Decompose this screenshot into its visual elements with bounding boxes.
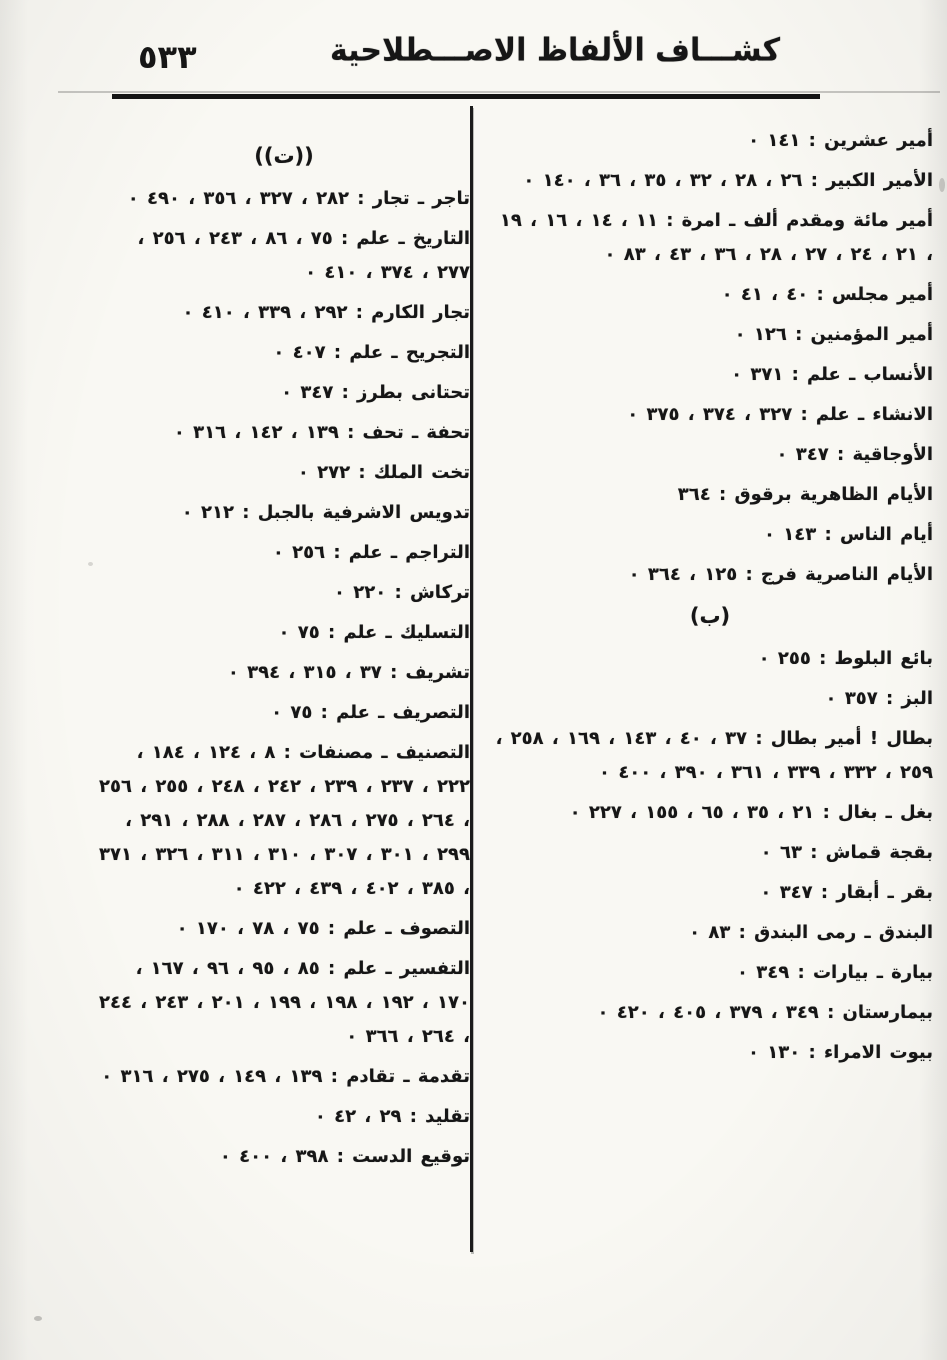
index-entry: بائع البلوط : ٢٥٥ ٠	[758, 648, 933, 669]
index-entry: تشريف : ٣٧ ، ٣١٥ ، ٣٩٤ ٠	[227, 662, 470, 683]
index-entry: تحتانى بطرز : ٣٤٧ ٠	[281, 382, 470, 403]
index-entry: أيام الناس : ١٤٣ ٠	[763, 524, 933, 545]
index-entry: بيوت الامراء : ١٣٠ ٠	[747, 1042, 933, 1063]
index-entry: الأيام الناصرية فرج : ١٢٥ ، ٣٦٤ ٠	[628, 564, 933, 585]
index-entry: تقليد : ٢٩ ، ٤٢ ٠	[314, 1106, 470, 1127]
index-entry: التسليك ـ علم : ٧٥ ٠	[278, 622, 471, 643]
index-entry: تاجر ـ تجار : ٢٨٢ ، ٣٢٧ ، ٣٥٦ ، ٤٩٠ ٠	[127, 188, 470, 209]
index-entry: الأمير الكبير : ٢٦ ، ٢٨ ، ٣٢ ، ٣٥ ، ٣٦ ،…	[523, 170, 933, 191]
scan-artifact	[34, 1316, 42, 1321]
index-entry: التفسير ـ علم : ٨٥ ، ٩٥ ، ٩٦ ، ١٦٧ ، ١٧٠…	[98, 958, 470, 1047]
column-divider	[470, 106, 473, 1252]
section-header-ta: ((ت))	[254, 144, 314, 168]
book-title: كشـــاف الألفاظ الاصـــطلاحية	[329, 32, 781, 69]
scan-artifact	[939, 178, 945, 192]
index-entry: تدويس الاشرفية بالجبل : ٢١٢ ٠	[181, 502, 470, 523]
index-entry: التجريح ـ علم : ٤٠٧ ٠	[273, 342, 470, 363]
index-entry: تخت الملك : ٢٧٢ ٠	[297, 462, 470, 483]
right-column: أمير عشرين : ١٤١ ٠ الأمير الكبير : ٢٦ ، …	[487, 124, 933, 1076]
left-column: ((ت)) تاجر ـ تجار : ٢٨٢ ، ٣٢٧ ، ٣٥٦ ، ٤٩…	[98, 132, 470, 1180]
section-header-ba: (ب)	[689, 604, 731, 628]
index-entry: الأيام الظاهرية برقوق : ٣٦٤	[677, 484, 933, 505]
index-entry: البز : ٣٥٧ ٠	[825, 688, 933, 709]
index-entry: أمير مجلس : ٤٠ ، ٤١ ٠	[721, 284, 933, 305]
index-entry: الأنساب ـ علم : ٣٧١ ٠	[731, 364, 933, 385]
index-entry: بيارة ـ بيارات : ٣٤٩ ٠	[736, 962, 933, 983]
index-entry: التصوف ـ علم : ٧٥ ، ٧٨ ، ١٧٠ ٠	[176, 918, 470, 939]
index-entry: البندق ـ رمى البندق : ٨٣ ٠	[689, 922, 933, 943]
index-entry: التصنيف ـ مصنفات : ٨ ، ١٢٤ ، ١٨٤ ، ٢٢٢ ،…	[98, 742, 470, 899]
index-entry: التاريخ ـ علم : ٧٥ ، ٨٦ ، ٢٤٣ ، ٢٥٦ ، ٢٧…	[137, 228, 470, 283]
index-entry: تركاش : ٢٢٠ ٠	[333, 582, 470, 603]
index-entry: بطال ! أمير بطال : ٣٧ ، ٤٠ ، ١٤٣ ، ١٦٩ ،…	[495, 728, 933, 783]
index-entry: الانشاء ـ علم : ٣٢٧ ، ٣٧٤ ، ٣٧٥ ٠	[627, 404, 933, 425]
header-rule	[112, 94, 820, 99]
index-entry: بيمارستان : ٣٤٩ ، ٣٧٩ ، ٤٠٥ ، ٤٢٠ ٠	[597, 1002, 933, 1023]
scan-artifact	[88, 562, 93, 566]
index-entry: التصريف ـ علم : ٧٥ ٠	[271, 702, 470, 723]
index-entry: أمير المؤمنين : ١٢٦ ٠	[734, 324, 933, 345]
header-rule-shadow	[58, 91, 940, 93]
index-entry: تجار الكارم : ٢٩٢ ، ٣٣٩ ، ٤١٠ ٠	[182, 302, 471, 323]
index-entry: بقجة قماش : ٦٣ ٠	[760, 842, 933, 863]
index-entry: تقدمة ـ تقادم : ١٣٩ ، ١٤٩ ، ٢٧٥ ، ٣١٦ ٠	[101, 1066, 470, 1087]
index-entry: بقر ـ أبقار : ٣٤٧ ٠	[760, 882, 933, 903]
page-number: ٥٣٣	[138, 38, 197, 76]
index-entry: التراجم ـ علم : ٢٥٦ ٠	[272, 542, 470, 563]
index-entry: تحفة ـ تحف : ١٣٩ ، ١٤٢ ، ٣١٦ ٠	[173, 422, 470, 443]
index-entry: أمير مائة ومقدم ألف ـ امرة : ١١ ، ١٤ ، ١…	[499, 210, 933, 265]
index-entry: الأوجاقية : ٣٤٧ ٠	[776, 444, 933, 465]
index-entry: أمير عشرين : ١٤١ ٠	[748, 130, 933, 151]
index-entry: توقيع الدست : ٣٩٨ ، ٤٠٠ ٠	[219, 1146, 470, 1167]
index-entry: بغل ـ بغال : ٢١ ، ٣٥ ، ٦٥ ، ١٥٥ ، ٢٢٧ ٠	[569, 802, 933, 823]
